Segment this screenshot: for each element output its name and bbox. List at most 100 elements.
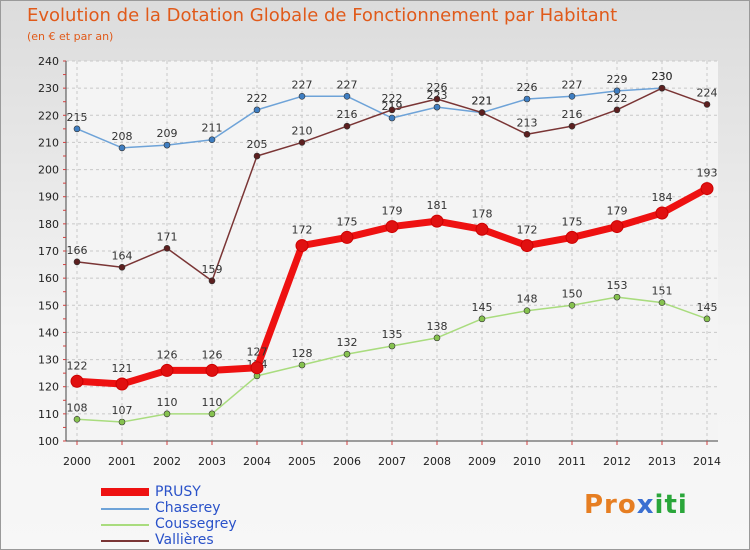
- data-label-chaserey: 226: [517, 81, 538, 94]
- data-label-coussegrey: 110: [157, 396, 178, 409]
- data-label-coussegrey: 150: [562, 287, 583, 300]
- data-point-chaserey: [388, 114, 396, 122]
- y-tick-label: 240: [38, 55, 59, 68]
- data-point-vallires: [658, 84, 666, 92]
- data-point-coussegrey: [208, 410, 216, 418]
- data-label-prusy: 175: [337, 215, 358, 228]
- data-label-chaserey: 229: [607, 73, 628, 86]
- x-tick-label: 2006: [333, 455, 361, 468]
- legend-swatch-chaserey: [101, 508, 149, 510]
- data-point-coussegrey: [343, 350, 351, 358]
- x-tick-label: 2007: [378, 455, 406, 468]
- data-label-chaserey: 209: [157, 127, 178, 140]
- y-tick-label: 140: [38, 326, 59, 339]
- x-tick-label: 2001: [108, 455, 136, 468]
- y-tick-label: 220: [38, 109, 59, 122]
- data-point-chaserey: [433, 103, 441, 111]
- data-label-prusy: 179: [382, 205, 403, 218]
- y-tick-label: 120: [38, 381, 59, 394]
- data-point-prusy: [295, 239, 309, 253]
- data-point-vallires: [73, 258, 81, 266]
- x-tick-label: 2004: [243, 455, 271, 468]
- data-label-chaserey: 227: [292, 78, 313, 91]
- x-tick-label: 2010: [513, 455, 541, 468]
- data-label-prusy: 121: [112, 362, 133, 375]
- data-label-vallires: 216: [562, 108, 583, 121]
- data-point-vallires: [163, 244, 171, 252]
- data-label-vallires: 210: [292, 124, 313, 137]
- data-label-vallires: 230: [652, 70, 673, 83]
- y-tick-label: 200: [38, 164, 59, 177]
- data-point-prusy: [565, 230, 579, 244]
- x-tick-label: 2000: [63, 455, 91, 468]
- data-label-vallires: 221: [472, 95, 493, 108]
- data-point-prusy: [160, 363, 174, 377]
- data-point-vallires: [343, 122, 351, 130]
- legend-label-coussegrey: Coussegrey: [155, 516, 237, 532]
- data-point-vallires: [208, 277, 216, 285]
- data-label-vallires: 164: [112, 249, 133, 262]
- legend-swatch-vallieres: [101, 540, 149, 542]
- data-point-chaserey: [163, 141, 171, 149]
- data-point-vallires: [388, 106, 396, 114]
- data-point-chaserey: [298, 92, 306, 100]
- data-label-prusy: 172: [292, 224, 313, 237]
- data-point-coussegrey: [73, 415, 81, 423]
- data-label-vallires: 171: [157, 230, 178, 243]
- data-point-prusy: [205, 363, 219, 377]
- data-label-chaserey: 215: [67, 111, 88, 124]
- series-line-chaserey: [76, 87, 663, 149]
- data-label-coussegrey: 151: [652, 285, 673, 298]
- legend-item-prusy: PRUSY: [101, 484, 301, 501]
- data-point-prusy: [610, 220, 624, 234]
- y-tick-label: 160: [38, 272, 59, 285]
- data-point-coussegrey: [433, 334, 441, 342]
- data-label-chaserey: 221: [472, 95, 493, 108]
- legend-item-vallieres: Vallières: [101, 532, 301, 549]
- y-tick-label: 210: [38, 136, 59, 149]
- data-point-prusy: [655, 206, 669, 220]
- data-label-chaserey: 211: [202, 122, 223, 135]
- data-point-coussegrey: [568, 301, 576, 309]
- chart-title: Evolution de la Dotation Globale de Fonc…: [27, 5, 618, 26]
- data-label-coussegrey: 107: [112, 404, 133, 417]
- data-point-chaserey: [613, 87, 621, 95]
- data-point-coussegrey: [298, 361, 306, 369]
- data-label-chaserey: 230: [652, 70, 673, 83]
- x-tick-label: 2011: [558, 455, 586, 468]
- data-label-vallires: 224: [697, 86, 718, 99]
- chart-subtitle: (en € et par an): [27, 30, 114, 43]
- data-label-prusy: 126: [202, 348, 223, 361]
- data-label-prusy: 193: [697, 167, 718, 180]
- data-label-coussegrey: 132: [337, 336, 358, 349]
- data-point-coussegrey: [703, 315, 711, 323]
- data-point-coussegrey: [163, 410, 171, 418]
- legend-label-chaserey: Chaserey: [155, 500, 221, 516]
- data-label-vallires: 159: [202, 263, 223, 276]
- data-point-coussegrey: [613, 293, 621, 301]
- data-label-chaserey: 223: [427, 89, 448, 102]
- data-label-coussegrey: 110: [202, 396, 223, 409]
- data-point-prusy: [385, 220, 399, 234]
- x-tick-label: 2005: [288, 455, 316, 468]
- data-point-prusy: [430, 214, 444, 228]
- data-label-chaserey: 222: [247, 92, 268, 105]
- data-label-coussegrey: 135: [382, 328, 403, 341]
- legend-item-coussegrey: Coussegrey: [101, 516, 301, 533]
- data-label-prusy: 122: [67, 359, 88, 372]
- data-point-vallires: [703, 101, 711, 108]
- data-point-coussegrey: [478, 315, 486, 323]
- y-tick-label: 130: [38, 354, 59, 367]
- data-point-vallires: [613, 106, 621, 114]
- y-tick-label: 170: [38, 245, 59, 258]
- data-label-prusy: 178: [472, 207, 493, 220]
- data-label-prusy: 179: [607, 205, 628, 218]
- data-label-prusy: 172: [517, 224, 538, 237]
- x-tick-label: 2009: [468, 455, 496, 468]
- data-point-prusy: [250, 361, 264, 375]
- y-tick-label: 110: [38, 408, 59, 421]
- data-label-chaserey: 227: [562, 78, 583, 91]
- data-point-chaserey: [343, 92, 351, 100]
